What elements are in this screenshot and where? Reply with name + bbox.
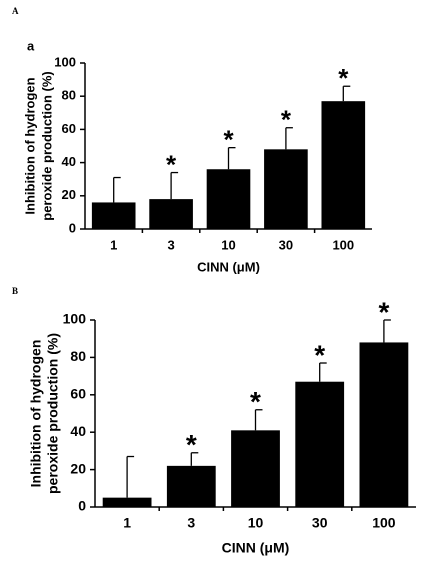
y-tick-label: 20 [62,187,76,202]
chart-title: a [27,38,35,53]
x-tick-label: 30 [279,237,293,252]
x-tick-label: 100 [372,515,396,531]
y-axis-label: peroxide production (%) [45,333,61,494]
y-tick-label: 40 [70,423,86,439]
y-tick-label: 100 [63,311,87,327]
y-tick-label: 40 [62,154,76,169]
bar [149,199,193,229]
bar [91,202,136,229]
bar [321,101,366,229]
y-axis-label: Inhibition of hydrogen [22,77,37,214]
y-tick-label: 60 [70,386,86,402]
bar [359,342,409,507]
y-tick-label: 0 [69,220,76,235]
x-tick-label: 3 [187,515,195,531]
significance-marker: * [223,125,234,155]
significance-marker: * [166,149,177,179]
x-tick-label: 1 [123,515,131,531]
significance-marker: * [338,63,349,93]
x-tick-label: 3 [167,237,174,252]
bar [264,149,308,229]
bar [231,430,280,507]
x-axis-label: CINN (μM) [197,259,260,274]
y-tick-label: 100 [54,54,76,69]
significance-marker: * [250,386,261,417]
significance-marker: * [186,429,197,460]
bar [206,169,251,229]
y-axis-label: Inhibition of hydrogen [28,340,44,488]
significance-marker: * [281,105,292,135]
bar [295,381,345,507]
x-tick-label: 1 [110,237,117,252]
significance-marker: * [378,296,389,327]
y-tick-label: 20 [70,460,86,476]
bar [102,497,152,507]
y-tick-label: 80 [70,348,86,364]
x-tick-label: 10 [221,237,235,252]
y-tick-label: 80 [62,88,76,103]
y-tick-label: 0 [78,498,86,514]
x-tick-label: 100 [332,237,354,252]
y-tick-label: 60 [62,121,76,136]
significance-marker: * [314,339,325,370]
bar [166,465,216,507]
x-tick-label: 10 [248,515,264,531]
x-axis-label: CINN (μM) [222,540,290,556]
panel-label: A [12,6,19,16]
panel-label: B [12,286,18,296]
y-axis-label: peroxide production (%) [39,71,54,221]
x-tick-label: 30 [312,515,328,531]
